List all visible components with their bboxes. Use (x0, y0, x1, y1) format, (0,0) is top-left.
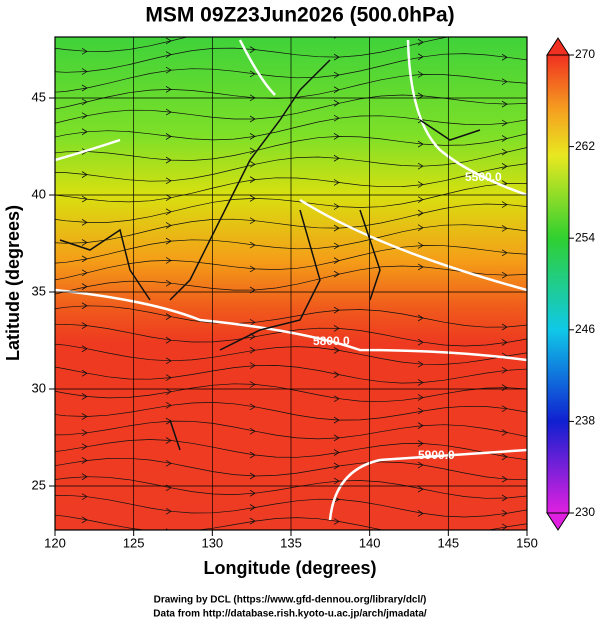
streamline (55, 203, 527, 244)
colorbar (546, 54, 570, 514)
coastline (59, 59, 481, 451)
colorbar-max-arrow (546, 37, 570, 56)
streamline (55, 420, 527, 440)
streamline (55, 183, 527, 223)
streamline (55, 94, 527, 124)
flow-arrow (418, 26, 423, 32)
x-tick-label: 125 (123, 535, 145, 550)
streamline (55, 147, 527, 182)
x-tick-label: 150 (516, 535, 538, 550)
streamline (55, 224, 527, 264)
streamline (55, 74, 527, 110)
contour-label: 5500.0 (465, 170, 502, 184)
x-tick-label: 140 (359, 535, 381, 550)
y-tick-label: 40 (32, 186, 46, 201)
streamline (55, 514, 527, 530)
streamline (55, 494, 527, 518)
colorbar-min-arrow (546, 512, 570, 531)
footer-line: Data from http://database.rish.kyoto-u.a… (153, 609, 427, 620)
height-contours (55, 39, 527, 521)
streamline (55, 476, 527, 499)
title: MSM 09Z23Jun2026 (500.0hPa) (145, 4, 454, 27)
streamline (55, 305, 527, 328)
streamlines (55, 10, 527, 538)
streamline (55, 383, 527, 403)
streamline (55, 115, 527, 141)
flow-arrow (502, 10, 507, 16)
streamline (55, 457, 527, 481)
flow-arrow (418, 532, 423, 538)
colorbar-tick-label: 270 (575, 47, 595, 61)
y-tick-label: 45 (32, 89, 46, 104)
colorbar-tick-label: 254 (575, 230, 595, 244)
x-tick-label: 130 (201, 535, 223, 550)
graticule (55, 37, 527, 530)
colorbar-tick-label: 246 (575, 322, 595, 336)
colorbar-tick-label: 230 (575, 505, 595, 519)
y-tick-label: 35 (32, 283, 46, 298)
streamline (55, 365, 527, 384)
y-axis-label: Latitude (degrees) (3, 205, 23, 361)
streamline (55, 133, 527, 161)
streamline (55, 37, 451, 73)
flow-arrow (502, 31, 507, 37)
streamline (55, 37, 189, 52)
y-tick-label: 30 (32, 380, 46, 395)
streamline (55, 439, 527, 461)
streamline (55, 402, 527, 421)
streamline (55, 343, 527, 365)
x-tick-label: 120 (44, 535, 66, 550)
streamline (55, 163, 527, 203)
streamline (55, 323, 527, 347)
contour-label: 5800.0 (313, 334, 350, 348)
colorbar-tick-label: 238 (575, 414, 595, 428)
colorbar-tick-label: 262 (575, 139, 595, 153)
x-tick-label: 135 (280, 535, 302, 550)
x-axis-label: Longitude (degrees) (203, 558, 376, 578)
streamline (55, 53, 527, 93)
y-tick-label: 25 (32, 477, 46, 492)
contour-label: 5900.0 (418, 448, 455, 462)
footer-line: Drawing by DCL (https://www.gfd-dennou.o… (154, 595, 427, 606)
x-tick-label: 145 (437, 535, 459, 550)
